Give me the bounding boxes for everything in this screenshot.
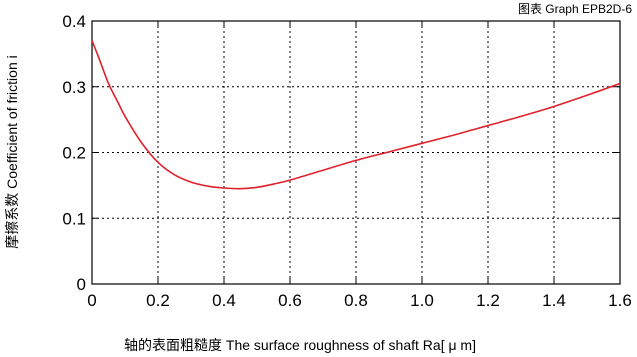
x-tick-label: 0.8 bbox=[344, 291, 368, 310]
x-tick-label: 1.4 bbox=[542, 291, 566, 310]
x-tick-label: 0.4 bbox=[212, 291, 236, 310]
tick-marks bbox=[91, 20, 621, 285]
grid-lines bbox=[92, 21, 620, 284]
y-tick-label: 0 bbox=[77, 275, 86, 294]
x-tick-label: 1.0 bbox=[410, 291, 434, 310]
x-axis-label: 轴的表面粗糙度 The surface roughness of shaft R… bbox=[124, 337, 476, 353]
x-tick-label: 0.6 bbox=[278, 291, 302, 310]
chart-title: 图表 Graph EPB2D-6 bbox=[518, 2, 632, 16]
series-line-friction bbox=[91, 40, 621, 190]
x-tick-labels: 0 0.2 0.4 0.6 0.8 1.0 1.2 1.4 1.6 bbox=[87, 291, 632, 310]
x-tick-label: 1.2 bbox=[476, 291, 500, 310]
y-tick-label: 0.2 bbox=[62, 144, 86, 163]
x-tick-label: 0.2 bbox=[146, 291, 170, 310]
y-axis-label: 摩擦系数 Coefficient of friction i bbox=[4, 55, 20, 248]
y-tick-label: 0.1 bbox=[62, 209, 86, 228]
y-tick-labels: 0 0.1 0.2 0.3 0.4 bbox=[62, 12, 86, 294]
x-tick-label: 1.6 bbox=[608, 291, 632, 310]
y-tick-label: 0.3 bbox=[62, 78, 86, 97]
x-tick-label: 0 bbox=[87, 291, 96, 310]
y-tick-label: 0.4 bbox=[62, 12, 86, 31]
